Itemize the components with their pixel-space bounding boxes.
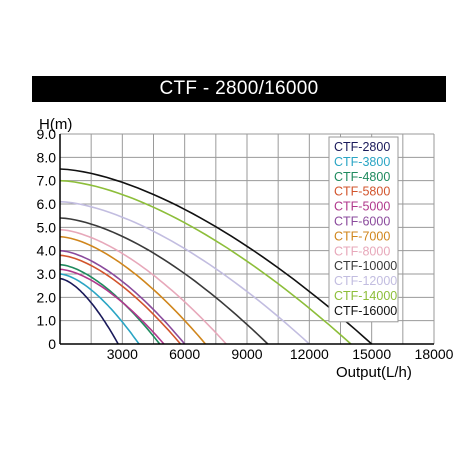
curve-ctf-3800: [59, 273, 140, 345]
legend-entry: CTF-7000: [334, 229, 390, 243]
y-tick-label: 8.0: [37, 149, 57, 165]
curve-ctf-8000: [59, 228, 227, 345]
x-tick-label: 18000: [415, 346, 454, 362]
x-tick-label: 12000: [290, 346, 329, 362]
legend-entry: CTF-12000: [334, 274, 397, 288]
legend-entry: CTF-5800: [334, 185, 390, 199]
y-tick-label: 1.0: [37, 313, 57, 329]
curve-ctf-12000: [59, 200, 310, 345]
x-tick-label: 6000: [169, 346, 200, 362]
x-tick-label: 9000: [231, 346, 262, 362]
curve-ctf-2800: [59, 277, 119, 345]
curve-ctf-5800: [59, 254, 182, 345]
legend-entry: CTF-6000: [334, 215, 390, 229]
curve-ctf-4800: [59, 263, 161, 345]
y-axis-label: H(m): [39, 116, 72, 133]
legend-entry: CTF-5000: [334, 200, 390, 214]
y-tick-label: 3.0: [37, 266, 57, 282]
legend-entry: CTF-4800: [334, 170, 390, 184]
legend: CTF-2800CTF-3800CTF-4800CTF-5800CTF-5000…: [328, 136, 399, 323]
y-tick-label: 5.0: [37, 219, 57, 235]
x-axis-label: Output(L/h): [336, 364, 412, 381]
x-tick-label: 3000: [107, 346, 138, 362]
legend-entry: CTF-2800: [334, 140, 390, 154]
y-tick-label: 6.0: [37, 196, 57, 212]
legend-entry: CTF-3800: [334, 155, 390, 169]
curve-ctf-10000: [59, 217, 269, 345]
legend-box: [328, 136, 399, 323]
x-tick-label: 15000: [352, 346, 391, 362]
legend-entry: CTF-8000: [334, 244, 390, 258]
curve-ctf-16000: [59, 168, 373, 345]
y-tick-label: 4.0: [37, 243, 57, 259]
curve-ctf-5000: [59, 268, 165, 345]
tick-labels: 0 1.0 2.0 3.0 4.0 5.0 6.0 7.0 8.0 9.0 3000 6000 9000…: [37, 126, 454, 362]
legend-entry: CTF-14000: [334, 289, 397, 303]
curve-ctf-7000: [59, 235, 207, 345]
curve-ctf-6000: [59, 249, 186, 345]
y-tick-label: 0: [48, 336, 56, 352]
y-tick-label: 9.0: [37, 126, 57, 142]
y-tick-label: 7.0: [37, 173, 57, 189]
axes: [59, 134, 434, 345]
y-tick-label: 2.0: [37, 289, 57, 305]
curve-ctf-14000: [59, 179, 352, 345]
legend-entry: CTF-10000: [334, 259, 397, 273]
pump-curves: [59, 168, 373, 345]
chart-title: CTF - 2800/16000: [32, 76, 446, 102]
legend-entry: CTF-16000: [334, 304, 397, 318]
